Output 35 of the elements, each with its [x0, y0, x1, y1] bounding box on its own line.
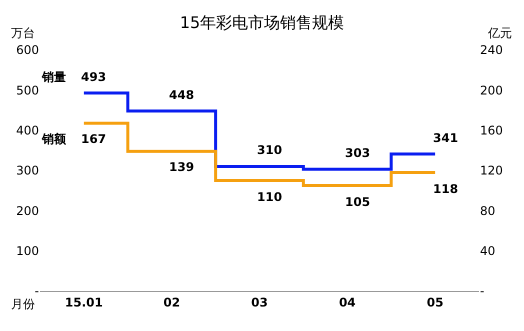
y-tick-label: -: [34, 284, 39, 298]
y-tick-label: 200: [16, 204, 39, 218]
chart-title: 15年彩电市场销售规模: [180, 12, 344, 32]
x-tick-label: 02: [163, 295, 180, 310]
data-label: 118: [433, 182, 458, 196]
data-label: 110: [257, 190, 282, 204]
y-tick-label: 500: [16, 83, 39, 98]
x-tick-label: 05: [426, 295, 444, 310]
y-tick-label: 400: [16, 124, 39, 138]
data-label: 341: [433, 131, 458, 145]
y2-tick-label: 120: [480, 164, 503, 178]
data-label: 448: [169, 88, 194, 102]
y2-tick-label: 240: [480, 43, 503, 58]
x-tick-label: 15.01: [64, 295, 103, 310]
y2-tick-label: 160: [480, 124, 503, 138]
data-label: 310: [257, 143, 282, 157]
x-tick-label: 03: [251, 295, 268, 310]
x-tick-label: 04: [338, 295, 356, 310]
data-label: 139: [169, 160, 194, 174]
y2-tick-label: 80: [480, 204, 496, 218]
y2-axis-title: 亿元: [487, 26, 512, 40]
x-axis-title: 月份: [11, 297, 35, 311]
data-label: 493: [81, 70, 106, 84]
data-label: 167: [81, 132, 106, 146]
y-tick-label: 100: [16, 244, 39, 258]
y-tick-label: 300: [16, 164, 39, 178]
series-label: 销额: [41, 132, 67, 146]
y2-tick-label: 200: [480, 83, 503, 98]
data-label: 303: [345, 146, 370, 160]
series-label: 销量: [41, 70, 66, 84]
y-axis-title: 万台: [11, 26, 35, 40]
y-tick-label: 600: [16, 43, 39, 58]
data-label: 105: [345, 195, 370, 209]
y2-tick-label: 40: [480, 244, 496, 258]
y2-tick-label: -: [480, 284, 484, 298]
